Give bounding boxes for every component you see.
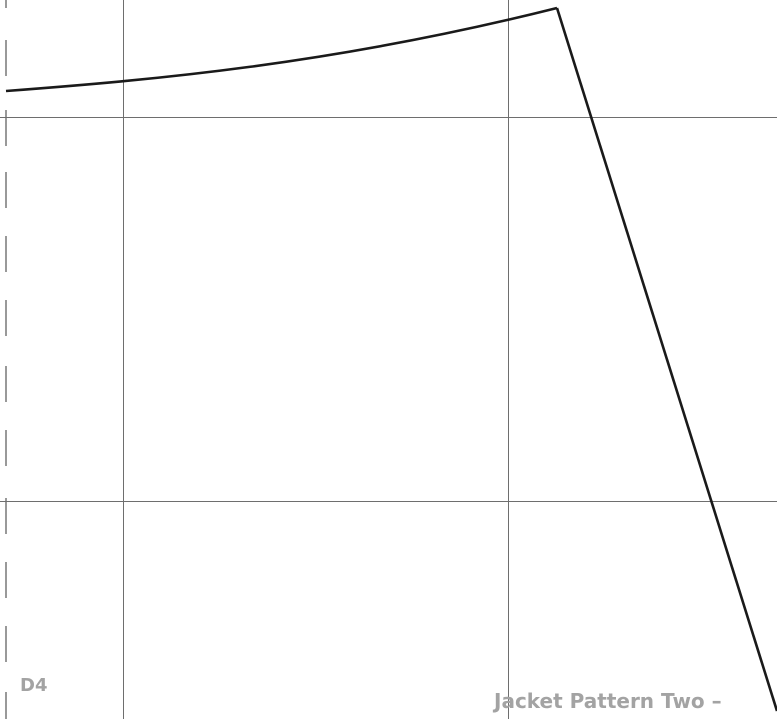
pattern-piece-outline <box>5 6 777 712</box>
curved-edge <box>5 6 558 93</box>
straight-edge <box>555 7 777 712</box>
tile-id-label: D4 <box>20 675 48 696</box>
pattern-title: Jacket Pattern Two – <box>494 689 722 713</box>
